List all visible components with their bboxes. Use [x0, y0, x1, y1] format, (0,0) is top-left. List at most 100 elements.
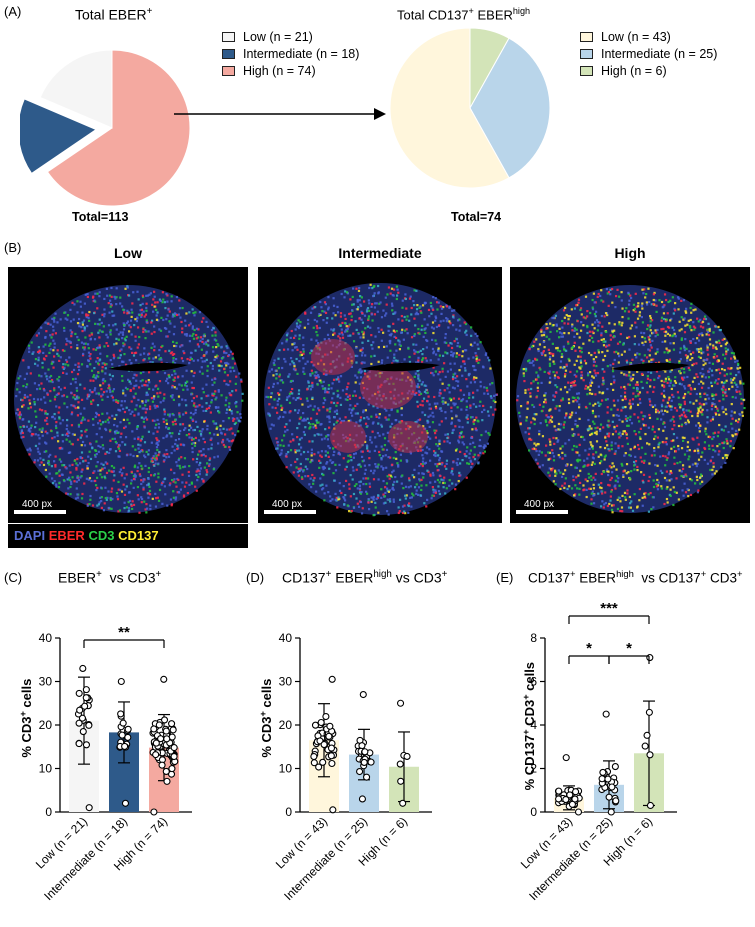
cell-signal [165, 318, 168, 321]
cell-signal [104, 477, 107, 480]
cell-signal [399, 498, 402, 501]
cell-signal [336, 401, 339, 405]
cell-signal [330, 387, 333, 390]
cell-signal [161, 502, 164, 505]
cell-signal [416, 351, 419, 354]
cell-signal [136, 317, 139, 320]
cell-signal [141, 401, 144, 405]
cell-signal [553, 362, 556, 366]
cell-signal [697, 409, 700, 413]
cell-signal [692, 309, 695, 312]
cell-signal [628, 371, 631, 374]
cell-signal [128, 499, 132, 503]
cell-signal [731, 385, 734, 388]
cell-signal [405, 459, 408, 462]
cell-signal [97, 469, 100, 472]
cell-signal [292, 368, 296, 371]
cell-signal [281, 342, 284, 345]
cell-signal [421, 324, 424, 328]
cell-signal [230, 440, 233, 443]
cell-signal [302, 350, 305, 353]
cell-signal [166, 300, 169, 303]
cell-signal [192, 311, 195, 315]
cell-signal [314, 424, 317, 427]
cell-signal [629, 362, 632, 365]
cell-signal [115, 429, 118, 433]
cell-signal [428, 403, 431, 406]
cell-signal [475, 405, 478, 408]
cell-signal [367, 497, 370, 501]
cell-signal [538, 403, 542, 406]
cell-signal [338, 463, 341, 467]
cell-signal [205, 358, 208, 361]
cell-signal [488, 383, 492, 386]
cell-signal [451, 315, 455, 318]
cell-signal [695, 475, 698, 478]
cell-signal [475, 357, 478, 361]
cell-signal [129, 389, 132, 392]
cell-signal [354, 412, 357, 415]
cell-signal [36, 388, 39, 391]
cell-signal [461, 458, 464, 462]
cell-signal [53, 342, 56, 345]
cell-signal [312, 479, 315, 482]
cell-signal [178, 307, 182, 310]
cell-signal [357, 371, 360, 374]
cell-signal [37, 450, 40, 453]
cell-signal [648, 338, 651, 341]
cell-signal [298, 449, 301, 452]
cell-signal [282, 415, 285, 419]
cell-signal [584, 316, 587, 319]
cell-signal [544, 419, 547, 422]
cell-signal [118, 455, 121, 458]
cell-signal [178, 383, 181, 386]
cell-signal [396, 294, 399, 297]
cell-signal [711, 468, 714, 471]
cell-signal [378, 450, 381, 454]
cell-signal [45, 416, 49, 420]
cell-signal [615, 424, 619, 427]
cell-signal [150, 474, 153, 477]
cell-signal [129, 319, 133, 322]
cell-signal [68, 464, 71, 467]
cell-signal [213, 392, 216, 395]
pie-slice [389, 27, 510, 189]
cell-signal [468, 393, 471, 396]
cell-signal [133, 323, 136, 327]
cell-signal [174, 313, 177, 316]
cell-signal [653, 446, 656, 450]
cell-signal [425, 391, 428, 395]
cell-signal [280, 449, 283, 452]
cell-signal [133, 373, 136, 376]
cell-signal [239, 413, 242, 416]
cell-signal [273, 398, 276, 401]
cell-signal [729, 440, 732, 443]
cell-signal [551, 342, 554, 345]
cell-signal [436, 444, 439, 447]
cell-signal [349, 474, 352, 477]
cell-signal [363, 417, 366, 420]
cell-signal [109, 331, 112, 334]
cell-signal [417, 472, 420, 475]
cell-signal [53, 316, 56, 320]
cell-signal [115, 342, 118, 345]
cell-signal [118, 349, 122, 352]
cell-signal [729, 445, 732, 448]
cell-signal [410, 505, 413, 508]
cell-signal [552, 436, 555, 440]
cell-signal [344, 330, 347, 333]
cell-signal [352, 394, 355, 397]
cell-signal [184, 399, 187, 402]
cell-signal [694, 462, 697, 465]
cell-signal [348, 394, 351, 397]
cell-signal [384, 296, 387, 299]
cell-signal [486, 392, 490, 395]
cell-signal [224, 404, 227, 407]
cell-signal [284, 360, 287, 363]
cell-signal [559, 447, 562, 450]
cell-signal [648, 360, 651, 363]
cell-signal [195, 327, 199, 330]
cell-signal [614, 294, 618, 298]
cell-signal [88, 477, 92, 480]
cell-signal [460, 430, 463, 434]
